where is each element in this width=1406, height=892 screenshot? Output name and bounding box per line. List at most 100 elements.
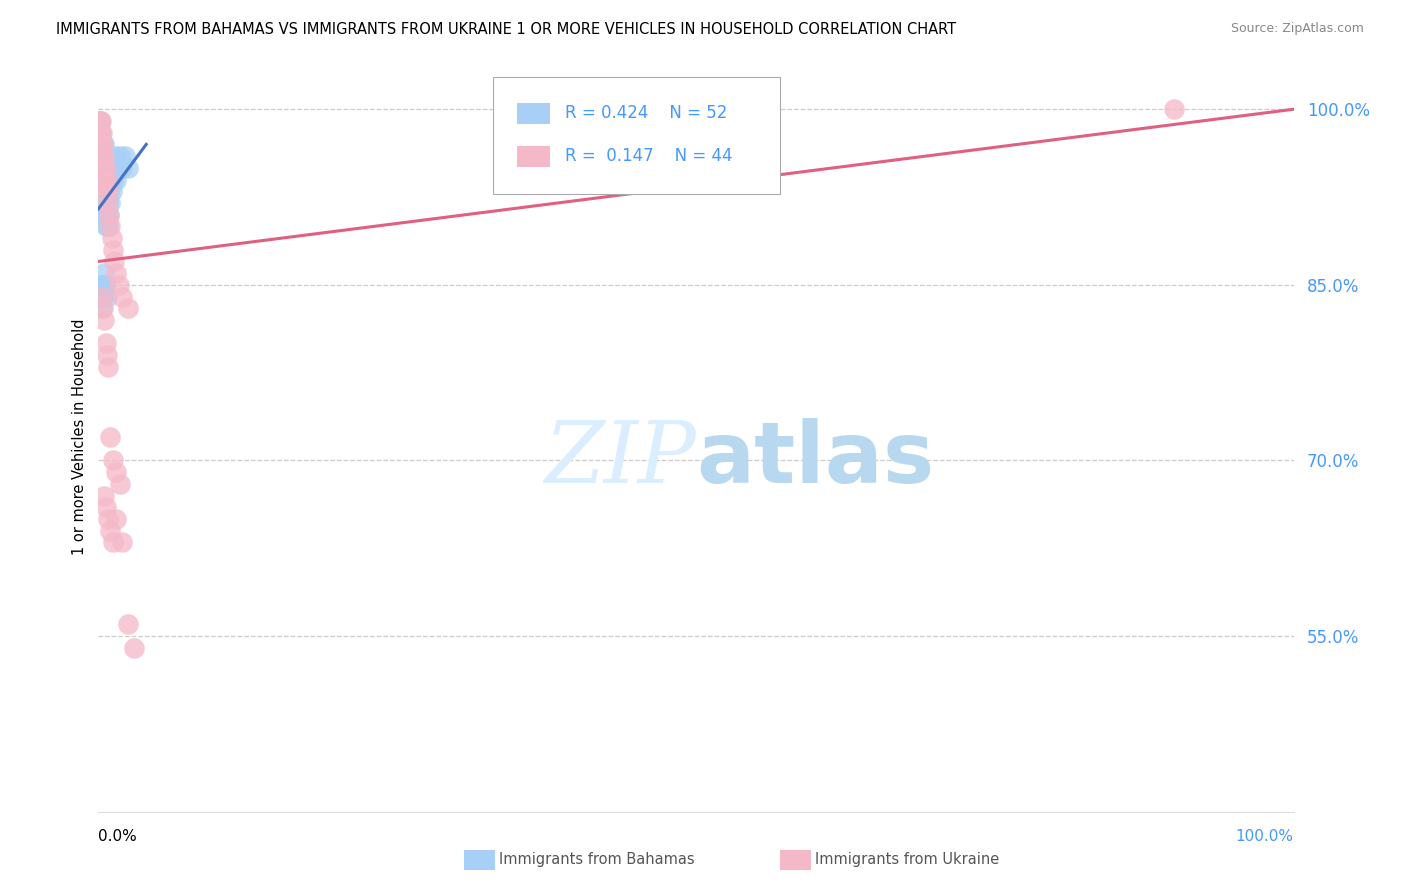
Point [91, 301, 114, 316]
Point [97, 512, 120, 526]
Point [90, 126, 112, 140]
Point [98, 524, 122, 538]
Point [91, 149, 114, 163]
Point [90, 161, 112, 175]
Point [117, 161, 139, 175]
Point [96, 172, 118, 186]
Point [117, 301, 139, 316]
Point [93, 161, 115, 175]
FancyBboxPatch shape [517, 145, 550, 167]
Point [91, 184, 114, 198]
Point [90, 149, 112, 163]
Point [111, 161, 134, 175]
Point [100, 184, 122, 198]
Text: Source: ZipAtlas.com: Source: ZipAtlas.com [1230, 22, 1364, 36]
Point [98, 208, 121, 222]
Point [94, 184, 117, 198]
Point [94, 277, 117, 292]
Point [98, 219, 122, 234]
Point [103, 161, 125, 175]
Point [91, 289, 114, 303]
Point [93, 313, 115, 327]
Point [89, 114, 111, 128]
Point [1163, 102, 1185, 116]
Text: IMMIGRANTS FROM BAHAMAS VS IMMIGRANTS FROM UKRAINE 1 OR MORE VEHICLES IN HOUSEHO: IMMIGRANTS FROM BAHAMAS VS IMMIGRANTS FR… [56, 22, 956, 37]
Point [98, 430, 122, 444]
Point [104, 149, 127, 163]
Point [96, 208, 118, 222]
Point [89, 126, 111, 140]
Text: 100.0%: 100.0% [1236, 830, 1294, 845]
Point [98, 208, 121, 222]
Point [117, 617, 139, 632]
Point [101, 453, 124, 467]
Point [90, 137, 112, 152]
Point [101, 243, 124, 257]
Point [96, 161, 118, 175]
Point [93, 208, 115, 222]
Point [89, 137, 111, 152]
Point [91, 277, 114, 292]
Point [90, 114, 112, 128]
Point [101, 172, 124, 186]
Point [100, 161, 122, 175]
Point [105, 465, 128, 479]
Point [91, 195, 114, 210]
Point [98, 195, 122, 210]
Point [91, 126, 114, 140]
Point [94, 172, 117, 186]
Point [97, 184, 120, 198]
Point [96, 195, 118, 210]
Point [103, 254, 125, 268]
Point [108, 149, 131, 163]
Point [107, 161, 129, 175]
Point [91, 161, 114, 175]
Point [93, 137, 115, 152]
Point [91, 137, 114, 152]
Point [93, 266, 115, 280]
Point [111, 535, 134, 549]
Point [98, 172, 122, 186]
Point [90, 137, 112, 152]
Text: atlas: atlas [696, 418, 934, 501]
Point [89, 114, 111, 128]
Point [89, 126, 111, 140]
Point [96, 289, 118, 303]
Text: R =  0.147    N = 44: R = 0.147 N = 44 [565, 147, 733, 165]
Point [111, 289, 134, 303]
Point [91, 289, 114, 303]
Point [91, 161, 114, 175]
Point [91, 301, 114, 316]
Point [107, 277, 129, 292]
Point [93, 149, 115, 163]
Point [97, 219, 120, 234]
Point [91, 172, 114, 186]
Point [93, 172, 115, 186]
Point [97, 359, 120, 374]
Point [91, 149, 114, 163]
Point [98, 184, 121, 198]
Point [101, 535, 124, 549]
Point [90, 289, 112, 303]
Point [100, 231, 122, 245]
Point [93, 184, 115, 198]
Point [91, 172, 114, 186]
Point [108, 476, 131, 491]
Point [97, 172, 120, 186]
Point [93, 489, 115, 503]
Point [94, 161, 117, 175]
Point [94, 500, 117, 515]
Point [94, 219, 117, 234]
Text: Immigrants from Ukraine: Immigrants from Ukraine [815, 853, 1000, 867]
Point [94, 195, 117, 210]
Point [97, 195, 120, 210]
Point [94, 336, 117, 351]
FancyBboxPatch shape [494, 78, 780, 194]
Point [96, 348, 118, 362]
Point [114, 149, 136, 163]
Text: ZIP: ZIP [544, 418, 696, 501]
Point [91, 277, 114, 292]
Point [105, 266, 128, 280]
Point [96, 184, 118, 198]
Point [89, 149, 111, 163]
